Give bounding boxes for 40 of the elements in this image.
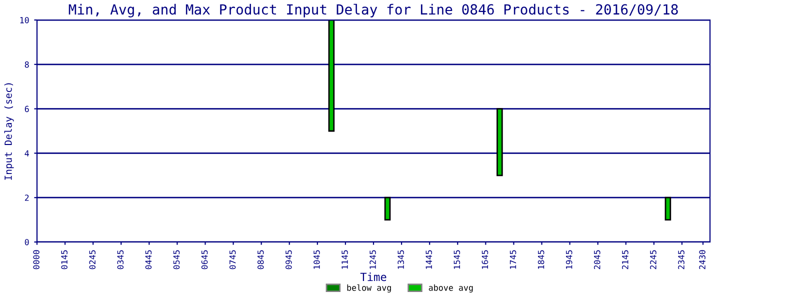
bar bbox=[496, 108, 503, 176]
x-tick-label: 0000 bbox=[33, 250, 40, 270]
x-tick-label: 0145 bbox=[61, 250, 68, 270]
x-tick-label: 2345 bbox=[678, 250, 684, 270]
legend-label: above avg bbox=[428, 284, 473, 292]
x-axis-title: Time bbox=[360, 272, 386, 282]
bar bbox=[328, 20, 335, 132]
chart-title: Min, Avg, and Max Product Input Delay for Line 0846 Products - 2016/09/18 bbox=[68, 4, 678, 18]
x-tick-label: 1845 bbox=[538, 250, 544, 269]
y-tick-label: 0 bbox=[24, 239, 29, 246]
x-tick-label: 2045 bbox=[594, 250, 600, 270]
x-tick-label: 0645 bbox=[201, 250, 208, 270]
x-tick-label: 2430 bbox=[699, 250, 706, 270]
y-tick-label: 2 bbox=[24, 194, 29, 201]
x-tick-label: 0845 bbox=[257, 250, 264, 270]
x-tick-label: 1045 bbox=[314, 250, 320, 269]
x-tick-label: 1445 bbox=[426, 250, 432, 269]
x-tick-label: 0545 bbox=[173, 250, 180, 270]
x-tick-label: 0745 bbox=[229, 250, 236, 270]
x-tick-label: 1145 bbox=[342, 250, 348, 269]
x-tick-label: 1645 bbox=[482, 250, 488, 269]
x-tick-label: 2145 bbox=[622, 250, 628, 270]
bar bbox=[384, 196, 391, 220]
x-tick-label: 1345 bbox=[398, 250, 404, 269]
y-tick-label: 6 bbox=[24, 106, 29, 112]
x-tick-label: 1745 bbox=[510, 250, 516, 269]
y-axis-title: Input Delay (sec) bbox=[4, 83, 14, 180]
x-tick-label: 0945 bbox=[286, 250, 292, 270]
bar bbox=[664, 196, 672, 220]
x-tick-label: 0245 bbox=[89, 250, 96, 270]
x-tick-label: 0345 bbox=[117, 250, 124, 270]
x-tick-label: 1945 bbox=[566, 250, 572, 269]
y-tick-label: 8 bbox=[24, 61, 29, 68]
x-tick-label: 0445 bbox=[145, 250, 152, 270]
y-tick-label: 10 bbox=[20, 17, 29, 24]
y-tick-label: 4 bbox=[24, 150, 29, 156]
x-tick-label: 2245 bbox=[650, 250, 656, 270]
x-tick-label: 1245 bbox=[370, 250, 376, 269]
legend-label: below avg bbox=[347, 284, 391, 292]
x-tick-label: 1545 bbox=[454, 250, 460, 269]
